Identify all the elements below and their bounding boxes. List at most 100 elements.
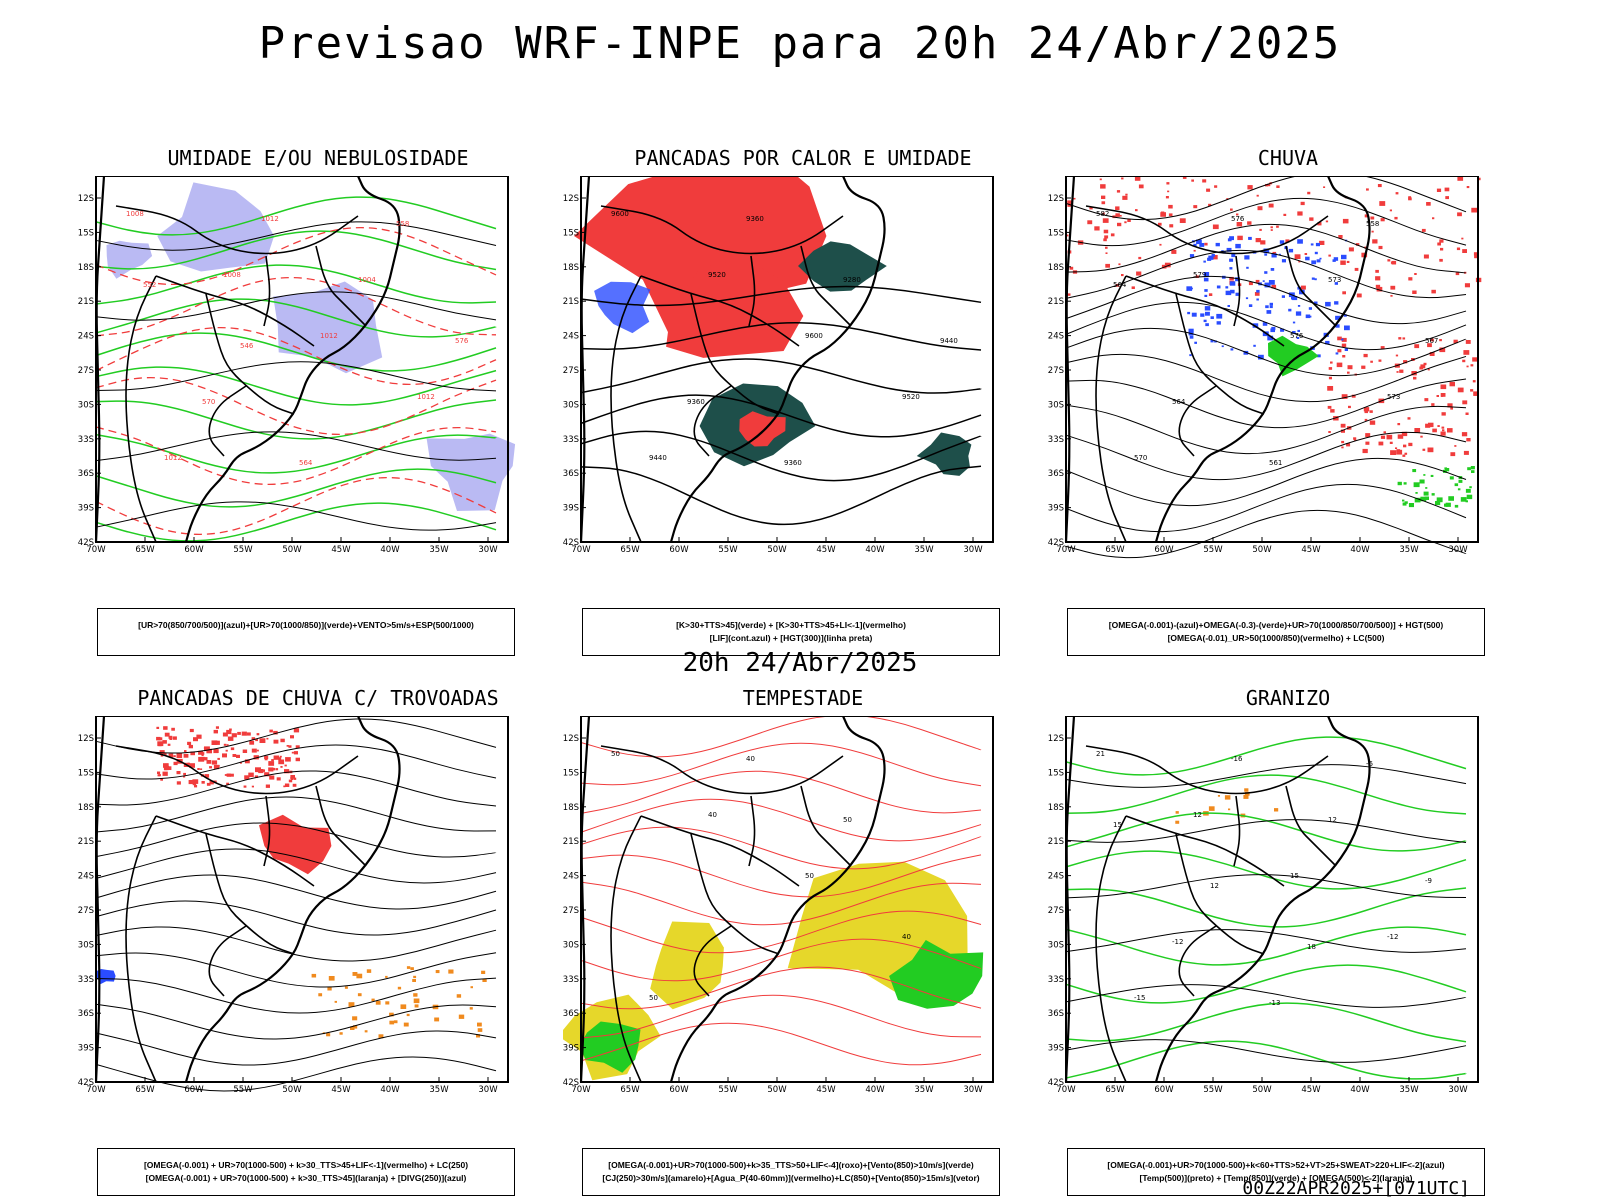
rain-red (1214, 185, 1218, 188)
lon-tick-label: 65W (1105, 1085, 1125, 1095)
rain-red (1397, 423, 1401, 426)
rain-red (1462, 359, 1466, 363)
contour-humidity-green (95, 502, 497, 542)
thunder-red (196, 734, 202, 739)
thunder-orange (413, 993, 418, 997)
rain-blue (1225, 290, 1232, 296)
rain-red (1330, 409, 1335, 413)
political-border (800, 785, 852, 867)
lat-tick-label: 39S (1048, 1044, 1064, 1054)
legend-line-1: [OMEGA(-0.001)+UR>70(1000-500)+k>35_TTS>… (608, 1160, 974, 1170)
rain-blue (1246, 266, 1249, 269)
rain-red (1466, 438, 1471, 442)
political-border (600, 205, 844, 255)
lon-tick-label: 35W (914, 1085, 934, 1095)
contour-layer (580, 285, 982, 526)
thunder-orange (352, 972, 358, 976)
lon-tick-label: 40W (865, 545, 885, 555)
political-border (1085, 745, 1329, 795)
thunder-red (217, 757, 220, 760)
thunder-red (255, 767, 261, 773)
lat-tick-label: 30S (78, 940, 94, 950)
thunder-red (156, 736, 161, 741)
rain-red (1395, 354, 1399, 357)
thunder-red (189, 728, 194, 733)
lat-tick-label: 36S (563, 469, 579, 479)
rain-green (1420, 496, 1427, 502)
thunder-red (288, 779, 293, 783)
thunder-red (244, 775, 250, 780)
contour-label: 546 (240, 342, 254, 350)
lat-tick-label: 42S (78, 538, 94, 548)
lat-tick-label: 27S (78, 906, 94, 916)
contour-label: -9 (1425, 877, 1432, 885)
rain-blue (1311, 260, 1317, 265)
rain-red (1408, 277, 1413, 281)
coastline (94, 716, 106, 1083)
rain-red (1087, 220, 1093, 225)
contour-water-red (580, 716, 982, 758)
thunder-red (249, 740, 255, 745)
thunder-red (176, 781, 181, 785)
thunder-red (159, 750, 165, 755)
rain-red (1470, 364, 1474, 367)
rain-red (1449, 381, 1455, 387)
rain-red (1440, 247, 1444, 251)
contour-thickness-red (95, 376, 497, 436)
contour-temp500-black (1065, 929, 1467, 953)
rain-red (1104, 235, 1109, 239)
rain-red (1378, 245, 1383, 250)
political-border (1095, 275, 1127, 543)
thunder-red (253, 755, 259, 760)
political-border (205, 293, 295, 415)
contour-temp850-green (1065, 1040, 1467, 1080)
contour-label: 9520 (902, 393, 920, 401)
thunder-red (164, 732, 170, 737)
lat-tick-label: 12S (563, 734, 579, 744)
streamline-black (95, 952, 497, 988)
political-border (640, 275, 800, 347)
contour-thickness-red (95, 426, 497, 485)
thunder-red (290, 778, 294, 780)
rain-red (1300, 285, 1306, 290)
lon-tick-label: 40W (380, 545, 400, 555)
lon-tick-label: 70W (571, 1085, 591, 1095)
streamline-black (1065, 197, 1467, 247)
rain-red (1255, 238, 1261, 243)
panel-title: UMIDADE E/OU NEBULOSIDADE (167, 146, 469, 170)
thunder-red (280, 766, 283, 768)
thunder-red (293, 751, 298, 755)
rain-red (1105, 263, 1110, 268)
contour-label: 564 (299, 459, 313, 467)
thunder-red (256, 749, 259, 752)
rain-red (1362, 448, 1368, 454)
thunder-red (160, 778, 163, 781)
humidity-area (273, 281, 383, 374)
thunder-red (200, 768, 203, 770)
rain-red (1376, 286, 1383, 292)
rain-red (1294, 254, 1301, 259)
rain-red (1408, 197, 1412, 201)
lat-tick-label: 33S (563, 975, 579, 985)
lat-tick-label: 24S (78, 332, 94, 342)
thunder-red (158, 774, 161, 777)
thunder-red (201, 754, 204, 756)
rain-red (1283, 213, 1287, 216)
contour-label: 9520 (708, 271, 726, 279)
contour-label: 561 (1269, 459, 1282, 467)
rain-red (1337, 349, 1342, 353)
lat-tick-label: 12S (78, 734, 94, 744)
thunder-red (232, 754, 237, 757)
rain-red (1119, 215, 1122, 217)
lat-tick-label: 42S (563, 538, 579, 548)
thunder-orange (389, 1020, 395, 1025)
contour-layer (95, 718, 497, 1092)
contour-label: 573 (1328, 276, 1341, 284)
rain-blue (1256, 289, 1260, 293)
omega-orange (1217, 795, 1220, 797)
rain-red (1348, 247, 1354, 252)
thunder-red (230, 773, 234, 777)
streamline-black (1065, 457, 1467, 507)
thunder-red (206, 760, 212, 764)
